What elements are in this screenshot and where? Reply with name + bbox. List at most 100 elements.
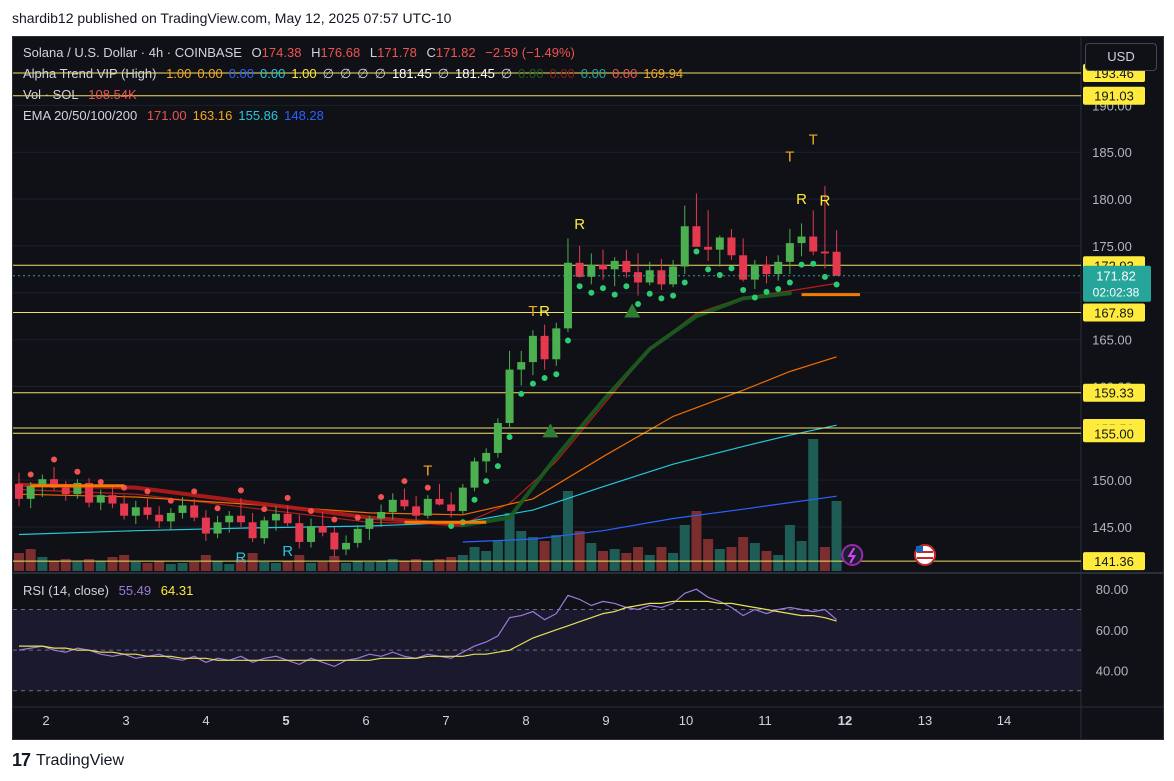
candle-body <box>505 369 514 423</box>
volume-bar <box>644 555 655 571</box>
volume-bar <box>107 557 118 571</box>
price-tick-label: 145.00 <box>1092 520 1132 535</box>
candle-body <box>388 499 397 512</box>
trail-dot <box>51 456 58 463</box>
candle-body <box>38 479 47 486</box>
last-price-label: 171.82 <box>1096 269 1136 284</box>
alpha-value-9: 181.45 <box>391 66 432 81</box>
signal-label: R <box>235 550 246 567</box>
tradingview-brand: TradingView <box>36 751 125 769</box>
candle-body <box>470 461 479 488</box>
candle-body <box>774 261 783 275</box>
price-level-label: 191.03 <box>1094 89 1134 104</box>
price-level-tag <box>1083 383 1145 402</box>
candle-body <box>750 264 759 280</box>
time-tick-label: 11 <box>758 713 772 728</box>
candle-body <box>657 270 666 285</box>
price-tick-label: 175.00 <box>1092 239 1132 254</box>
price-level-label: 159.33 <box>1094 386 1134 401</box>
candle-body <box>353 528 362 543</box>
candlestick-chart[interactable]: 145.00150.00155.00160.00165.00170.00175.… <box>13 37 1163 739</box>
trail-dot <box>144 488 151 495</box>
candle-body <box>190 505 199 518</box>
candle-body <box>622 260 631 273</box>
tradingview-logo-icon: 17 <box>12 750 31 770</box>
candle-body <box>493 422 502 453</box>
legend-o-label: O <box>251 45 262 60</box>
trail-dot <box>564 337 571 344</box>
trail-dot <box>494 463 501 470</box>
time-tick-label: 5 <box>282 713 289 728</box>
trail-dot <box>471 496 478 503</box>
trail-dot <box>670 292 677 299</box>
price-level-label: 155.00 <box>1094 426 1134 441</box>
tradingview-logo[interactable]: 17 TradingView <box>12 750 124 771</box>
currency-button[interactable]: USD <box>1085 43 1157 71</box>
legend-close: 171.82 <box>435 45 476 60</box>
candle-body <box>552 328 561 360</box>
volume-bar <box>306 563 316 571</box>
alpha-value-7: ∅ <box>357 66 369 81</box>
volume-bar <box>539 541 550 571</box>
volume-bar <box>738 537 749 571</box>
volume-bar <box>726 547 737 571</box>
signal-label: R <box>796 191 807 208</box>
time-tick-label: 10 <box>679 713 693 728</box>
trail-dot <box>448 523 455 530</box>
candle-body <box>832 251 841 276</box>
legend-vol-name: Vol · SOL <box>23 87 79 102</box>
alpha-value-4: 1.00 <box>291 66 317 81</box>
legend-volume-row: Vol · SOL 108.54K <box>23 87 143 102</box>
time-tick-label: 4 <box>202 713 209 728</box>
trail-dot <box>600 285 606 292</box>
trail-dot <box>635 301 642 307</box>
legend-symbol: Solana / U.S. Dollar · 4h · COINBASE <box>23 45 242 60</box>
trail-dot <box>798 261 805 268</box>
volume-bar <box>200 555 211 571</box>
trail-dot <box>623 283 630 290</box>
volume-bar <box>189 562 200 571</box>
time-tick-label: 8 <box>522 713 529 728</box>
signal-label: T <box>423 462 432 479</box>
candle-body <box>599 264 607 270</box>
volume-bar <box>177 563 188 571</box>
trail-dot <box>763 288 770 295</box>
candle-body <box>482 452 491 462</box>
volume-bar <box>469 547 480 571</box>
candle-body <box>131 507 140 516</box>
volume-bar <box>341 563 352 571</box>
ema-line-3 <box>462 495 837 543</box>
candle-body <box>820 251 829 254</box>
volume-bar <box>819 547 830 571</box>
trail-dot <box>810 260 817 267</box>
legend-h-label: H <box>311 45 321 60</box>
buy-triangle <box>624 303 641 318</box>
trail-dot <box>284 494 291 501</box>
candle-body <box>283 513 292 524</box>
candle-body <box>727 237 736 256</box>
candle-body <box>575 262 584 277</box>
trail-dot <box>681 279 688 286</box>
trail-dot <box>658 295 665 302</box>
candle-body <box>365 518 374 529</box>
candle-body <box>704 246 713 250</box>
candle-body <box>318 526 327 533</box>
rsi-tick-label: 80.00 <box>1096 582 1129 597</box>
trail-dot <box>506 434 513 441</box>
trail-dot <box>833 281 840 288</box>
alpha-value-1: 0.00 <box>197 66 223 81</box>
volume-bar <box>796 541 807 571</box>
legend-rsi-row: RSI (14, close) 55.49 64.31 <box>23 583 199 598</box>
legend-ema-name: EMA 20/50/100/200 <box>23 108 138 123</box>
legend-open: 174.38 <box>261 45 302 60</box>
chart-frame[interactable]: 145.00150.00155.00160.00165.00170.00175.… <box>12 36 1164 740</box>
volume-bar <box>317 562 328 571</box>
price-level-label: 167.89 <box>1094 306 1134 321</box>
legend-ema-row: EMA 20/50/100/200 171.00 163.16 155.86 148.… <box>23 108 336 123</box>
signal-label: R <box>574 216 585 233</box>
legend-c-label: C <box>426 45 436 60</box>
signal-label: R <box>282 543 293 560</box>
candle-body <box>96 495 105 503</box>
candle-body <box>236 515 245 523</box>
trail-dot <box>576 283 583 290</box>
